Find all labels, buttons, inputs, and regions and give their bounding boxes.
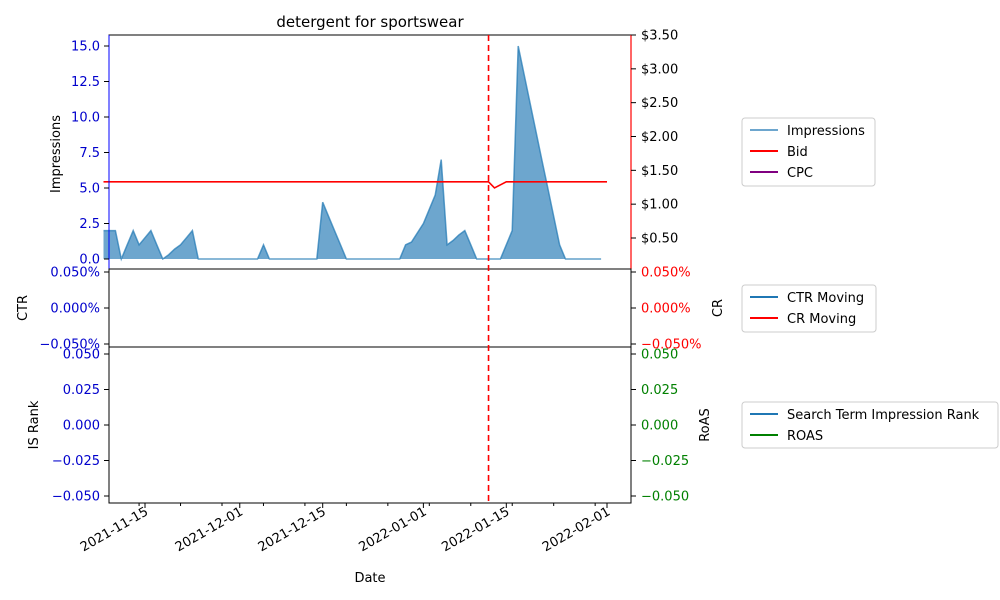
roas-axis-tick-label: 0.000 xyxy=(641,419,678,434)
impressions-panel: 15.0 12.5 10.0 7.5 5.0 2.5 0.0 $3.50 $3.00 $2.50… xyxy=(49,29,678,270)
bid-axis-tick-label: $2.50 xyxy=(641,96,678,111)
rank-axis-tick-label: 0.000 xyxy=(63,419,100,434)
roas-axis-tick-label: 0.050 xyxy=(641,348,678,363)
impressions-axis-tick-label: 10.0 xyxy=(71,111,100,126)
bid-axis-tick-label: $1.00 xyxy=(641,198,678,213)
rank-axis-tick-label: 0.050 xyxy=(63,348,100,363)
ctr-panel-frame xyxy=(108,268,632,348)
rank-panel-frame xyxy=(108,346,632,504)
impressions-area xyxy=(103,46,602,259)
legend-ctr-cr: CTR Moving CR Moving xyxy=(741,284,877,333)
rank-axis-tick-label: −0.025 xyxy=(52,454,100,469)
impressions-axis-tick-label: 0.0 xyxy=(79,253,100,268)
rank-axis-label: IS Rank xyxy=(27,400,42,449)
roas-axis-tick-label: 0.025 xyxy=(641,383,678,398)
impressions-axis-tick-label: 7.5 xyxy=(79,146,100,161)
chart-title: detergent for sportswear xyxy=(276,13,464,31)
cr-axis-tick-label: 0.050% xyxy=(641,266,691,281)
cr-axis-tick-label: 0.000% xyxy=(641,302,691,317)
impressions-axis-tick-label: 15.0 xyxy=(71,40,100,55)
impressions-line xyxy=(103,45,602,262)
legend-label-ctr: CTR Moving xyxy=(787,291,864,306)
impressions-axis-tick-label: 5.0 xyxy=(79,182,100,197)
ctr-axis-tick-label: 0.050% xyxy=(50,266,100,281)
date-axis-tick-label: 2021-11-15 xyxy=(78,504,151,555)
legend-label-cr: CR Moving xyxy=(787,312,856,327)
legend-label-rank: Search Term Impression Rank xyxy=(787,408,980,423)
date-axis-tick-label: 2021-12-01 xyxy=(173,504,246,555)
legend-rank-roas: Search Term Impression Rank ROAS xyxy=(741,401,999,449)
bid-line xyxy=(103,181,607,189)
ctr-cr-panel: 0.050%0.000%−0.050% 0.050%0.000%−0.050% … xyxy=(16,266,726,353)
rank-roas-panel: 0.050 0.025 0.000 −0.025 −0.050 0.050 0.025 0.… xyxy=(27,346,713,586)
rank-axis-tick-label: −0.050 xyxy=(52,490,100,505)
rank-axis-tick-label: 0.025 xyxy=(63,383,100,398)
bid-axis-tick-label: $0.50 xyxy=(641,232,678,247)
roas-axis-tick-label: −0.025 xyxy=(641,454,689,469)
bid-axis-tick-label: $2.00 xyxy=(641,130,678,145)
bid-axis-tick-label: $3.00 xyxy=(641,62,678,77)
impressions-axis-tick-label: 2.5 xyxy=(79,217,100,232)
legend-impressions: Impressions Bid CPC xyxy=(741,117,876,187)
cr-axis-tick-label: −0.050% xyxy=(641,338,701,353)
legend-label-impressions: Impressions xyxy=(787,124,865,139)
date-axis-tick-label: 2022-01-15 xyxy=(439,504,512,555)
legend-label-roas: ROAS xyxy=(787,429,823,444)
roas-axis-label: RoAS xyxy=(698,408,713,442)
date-axis-label: Date xyxy=(354,571,385,586)
date-axis-tick-label: 2022-01-01 xyxy=(356,504,429,555)
roas-axis-tick-label: −0.050 xyxy=(641,490,689,505)
impressions-axis-label: Impressions xyxy=(49,115,64,193)
impressions-axis-tick-label: 12.5 xyxy=(71,75,100,90)
legend-label-bid: Bid xyxy=(787,145,808,160)
bid-axis-tick-label: $1.50 xyxy=(641,164,678,179)
date-axis-tick-label: 2021-12-15 xyxy=(256,504,329,555)
ctr-axis-label: CTR xyxy=(16,295,31,321)
bid-axis-tick-label: $3.50 xyxy=(641,29,678,44)
cr-axis-label: CR xyxy=(711,299,726,317)
ctr-axis-tick-label: 0.000% xyxy=(50,302,100,317)
ctr-axis-tick-label: −0.050% xyxy=(40,338,100,353)
legend-label-cpc: CPC xyxy=(787,166,813,181)
date-axis-tick-label: 2022-02-01 xyxy=(540,504,613,555)
